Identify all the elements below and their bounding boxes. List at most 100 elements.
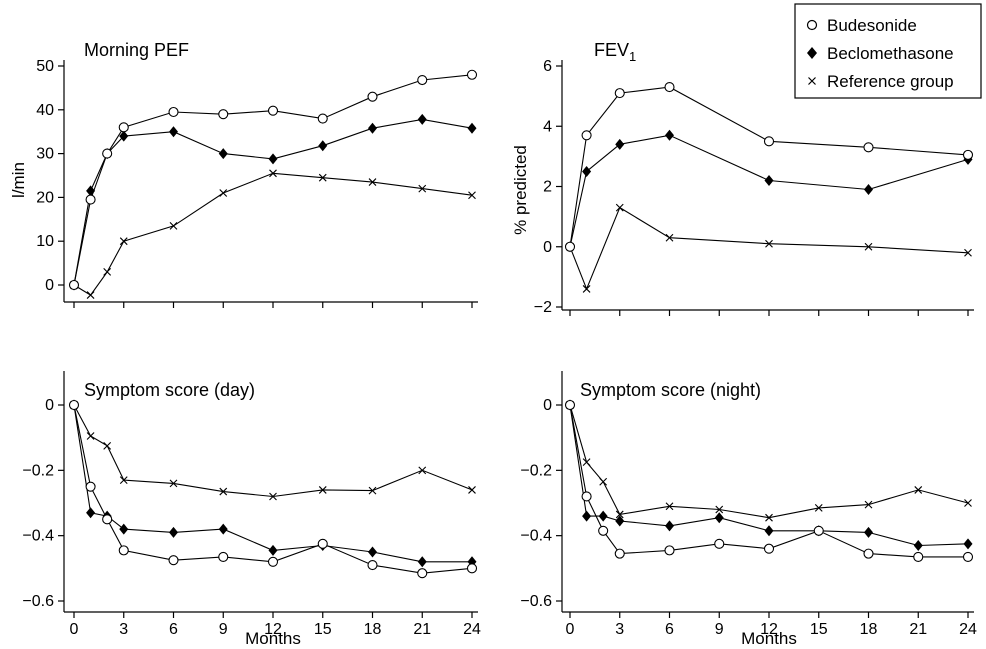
data-point-budesonide	[367, 91, 378, 102]
data-point-beclomethasone	[582, 510, 592, 522]
data-point-reference-group	[318, 486, 327, 494]
data-point-reference-group	[765, 513, 773, 522]
data-point-budesonide	[664, 545, 675, 556]
y-tick-label: −0.4	[520, 528, 552, 545]
x-tick-label: 3	[615, 621, 624, 638]
data-point-budesonide	[564, 399, 576, 411]
data-point-reference-group	[169, 479, 178, 488]
data-point-budesonide	[102, 514, 113, 525]
data-point-reference-group	[468, 191, 476, 200]
y-tick-label: −0.6	[22, 593, 54, 610]
y-tick-label: 0	[45, 277, 54, 294]
data-point-reference-group	[582, 285, 591, 293]
data-point-beclomethasone	[218, 148, 228, 160]
data-point-budesonide	[614, 88, 625, 99]
data-point-reference-group	[219, 487, 228, 496]
data-point-budesonide	[168, 555, 179, 566]
data-point-beclomethasone	[169, 526, 178, 538]
y-tick-label: −0.2	[22, 462, 54, 479]
x-tick-label: 0	[70, 621, 79, 638]
x-tick-label: 21	[413, 621, 431, 638]
legend: Budesonide Beclomethasone Reference grou…	[794, 3, 982, 99]
x-tick-label: 12	[264, 621, 282, 638]
data-point-beclomethasone	[665, 520, 674, 532]
open-circle-icon	[806, 19, 818, 31]
data-point-budesonide	[68, 279, 80, 291]
y-tick-label: 40	[36, 102, 54, 119]
data-point-budesonide	[68, 399, 80, 411]
data-point-reference-group	[468, 486, 476, 494]
data-point-beclomethasone	[764, 525, 774, 537]
series-line-beclomethasone	[73, 118, 473, 286]
data-point-budesonide	[466, 69, 478, 80]
data-point-beclomethasone	[467, 122, 477, 134]
y-axis-title: % predicted	[511, 145, 530, 235]
data-point-beclomethasone	[417, 556, 427, 568]
data-point-reference-group	[169, 221, 178, 230]
data-point-reference-group	[582, 458, 591, 467]
panel-title: Symptom score (day)	[84, 380, 255, 400]
data-point-budesonide	[367, 560, 378, 571]
x-tick-label: 9	[219, 621, 228, 638]
x-tick-label: 0	[566, 621, 575, 638]
data-point-budesonide	[466, 563, 478, 574]
data-point-reference-group	[864, 500, 873, 509]
data-point-reference-group	[86, 432, 95, 440]
data-point-beclomethasone	[268, 544, 278, 556]
data-point-reference-group	[103, 441, 112, 450]
y-tick-label: −0.6	[520, 593, 552, 610]
data-point-budesonide	[118, 122, 129, 133]
series-line-reference-group	[569, 206, 969, 291]
data-point-budesonide	[913, 551, 924, 562]
data-point-beclomethasone	[582, 165, 592, 177]
data-point-reference-group	[765, 239, 773, 248]
data-point-reference-group	[665, 502, 674, 511]
x-tick-label: 6	[665, 621, 674, 638]
legend-label: Reference group	[827, 72, 954, 91]
x-tick-label: 9	[715, 621, 724, 638]
x-tick-label: 18	[860, 621, 878, 638]
panel-title-main: FEV	[594, 40, 629, 60]
data-point-reference-group	[914, 486, 923, 494]
legend-label: Beclomethasone	[827, 44, 954, 63]
data-point-beclomethasone	[714, 512, 724, 524]
y-tick-label: −0.2	[520, 462, 552, 479]
legend-box	[794, 3, 982, 99]
y-tick-label: 6	[543, 58, 552, 75]
y-tick-label: 2	[543, 179, 552, 196]
legend-label: Budesonide	[827, 16, 917, 35]
data-point-beclomethasone	[417, 113, 427, 125]
series-line-beclomethasone	[569, 134, 969, 247]
data-point-reference-group	[119, 476, 128, 485]
data-point-budesonide	[598, 525, 609, 536]
data-point-budesonide	[218, 109, 229, 120]
data-point-reference-group	[368, 486, 377, 495]
data-point-reference-group	[219, 189, 228, 197]
x-tick-label: 15	[314, 621, 332, 638]
data-point-beclomethasone	[318, 140, 328, 152]
data-point-budesonide	[118, 545, 129, 556]
data-point-budesonide	[863, 548, 874, 559]
panel-morning-pef: 0 10 20 30 40 50 Morning PEF l/min	[9, 40, 478, 308]
panel-title-subscript: 1	[629, 49, 636, 64]
data-point-reference-group	[615, 510, 624, 519]
data-point-budesonide	[714, 538, 725, 549]
y-tick-label: 30	[36, 146, 54, 163]
data-point-beclomethasone	[368, 122, 377, 134]
data-point-reference-group	[418, 466, 427, 475]
data-point-beclomethasone	[218, 523, 228, 535]
data-point-beclomethasone	[86, 185, 96, 197]
data-point-beclomethasone	[615, 138, 625, 150]
series-line-reference-group	[73, 172, 473, 296]
series-line-reference-group	[73, 404, 473, 498]
data-point-budesonide	[581, 491, 592, 502]
data-point-beclomethasone	[665, 129, 674, 141]
data-point-reference-group	[615, 203, 624, 212]
data-point-reference-group	[368, 178, 377, 186]
panel-title: FEV1	[594, 40, 636, 64]
data-point-budesonide	[962, 551, 974, 562]
data-point-beclomethasone	[615, 515, 625, 527]
x-tick-label: 21	[909, 621, 927, 638]
panel-title: Symptom score (night)	[580, 380, 761, 400]
x-tick-label: 24	[463, 621, 481, 638]
